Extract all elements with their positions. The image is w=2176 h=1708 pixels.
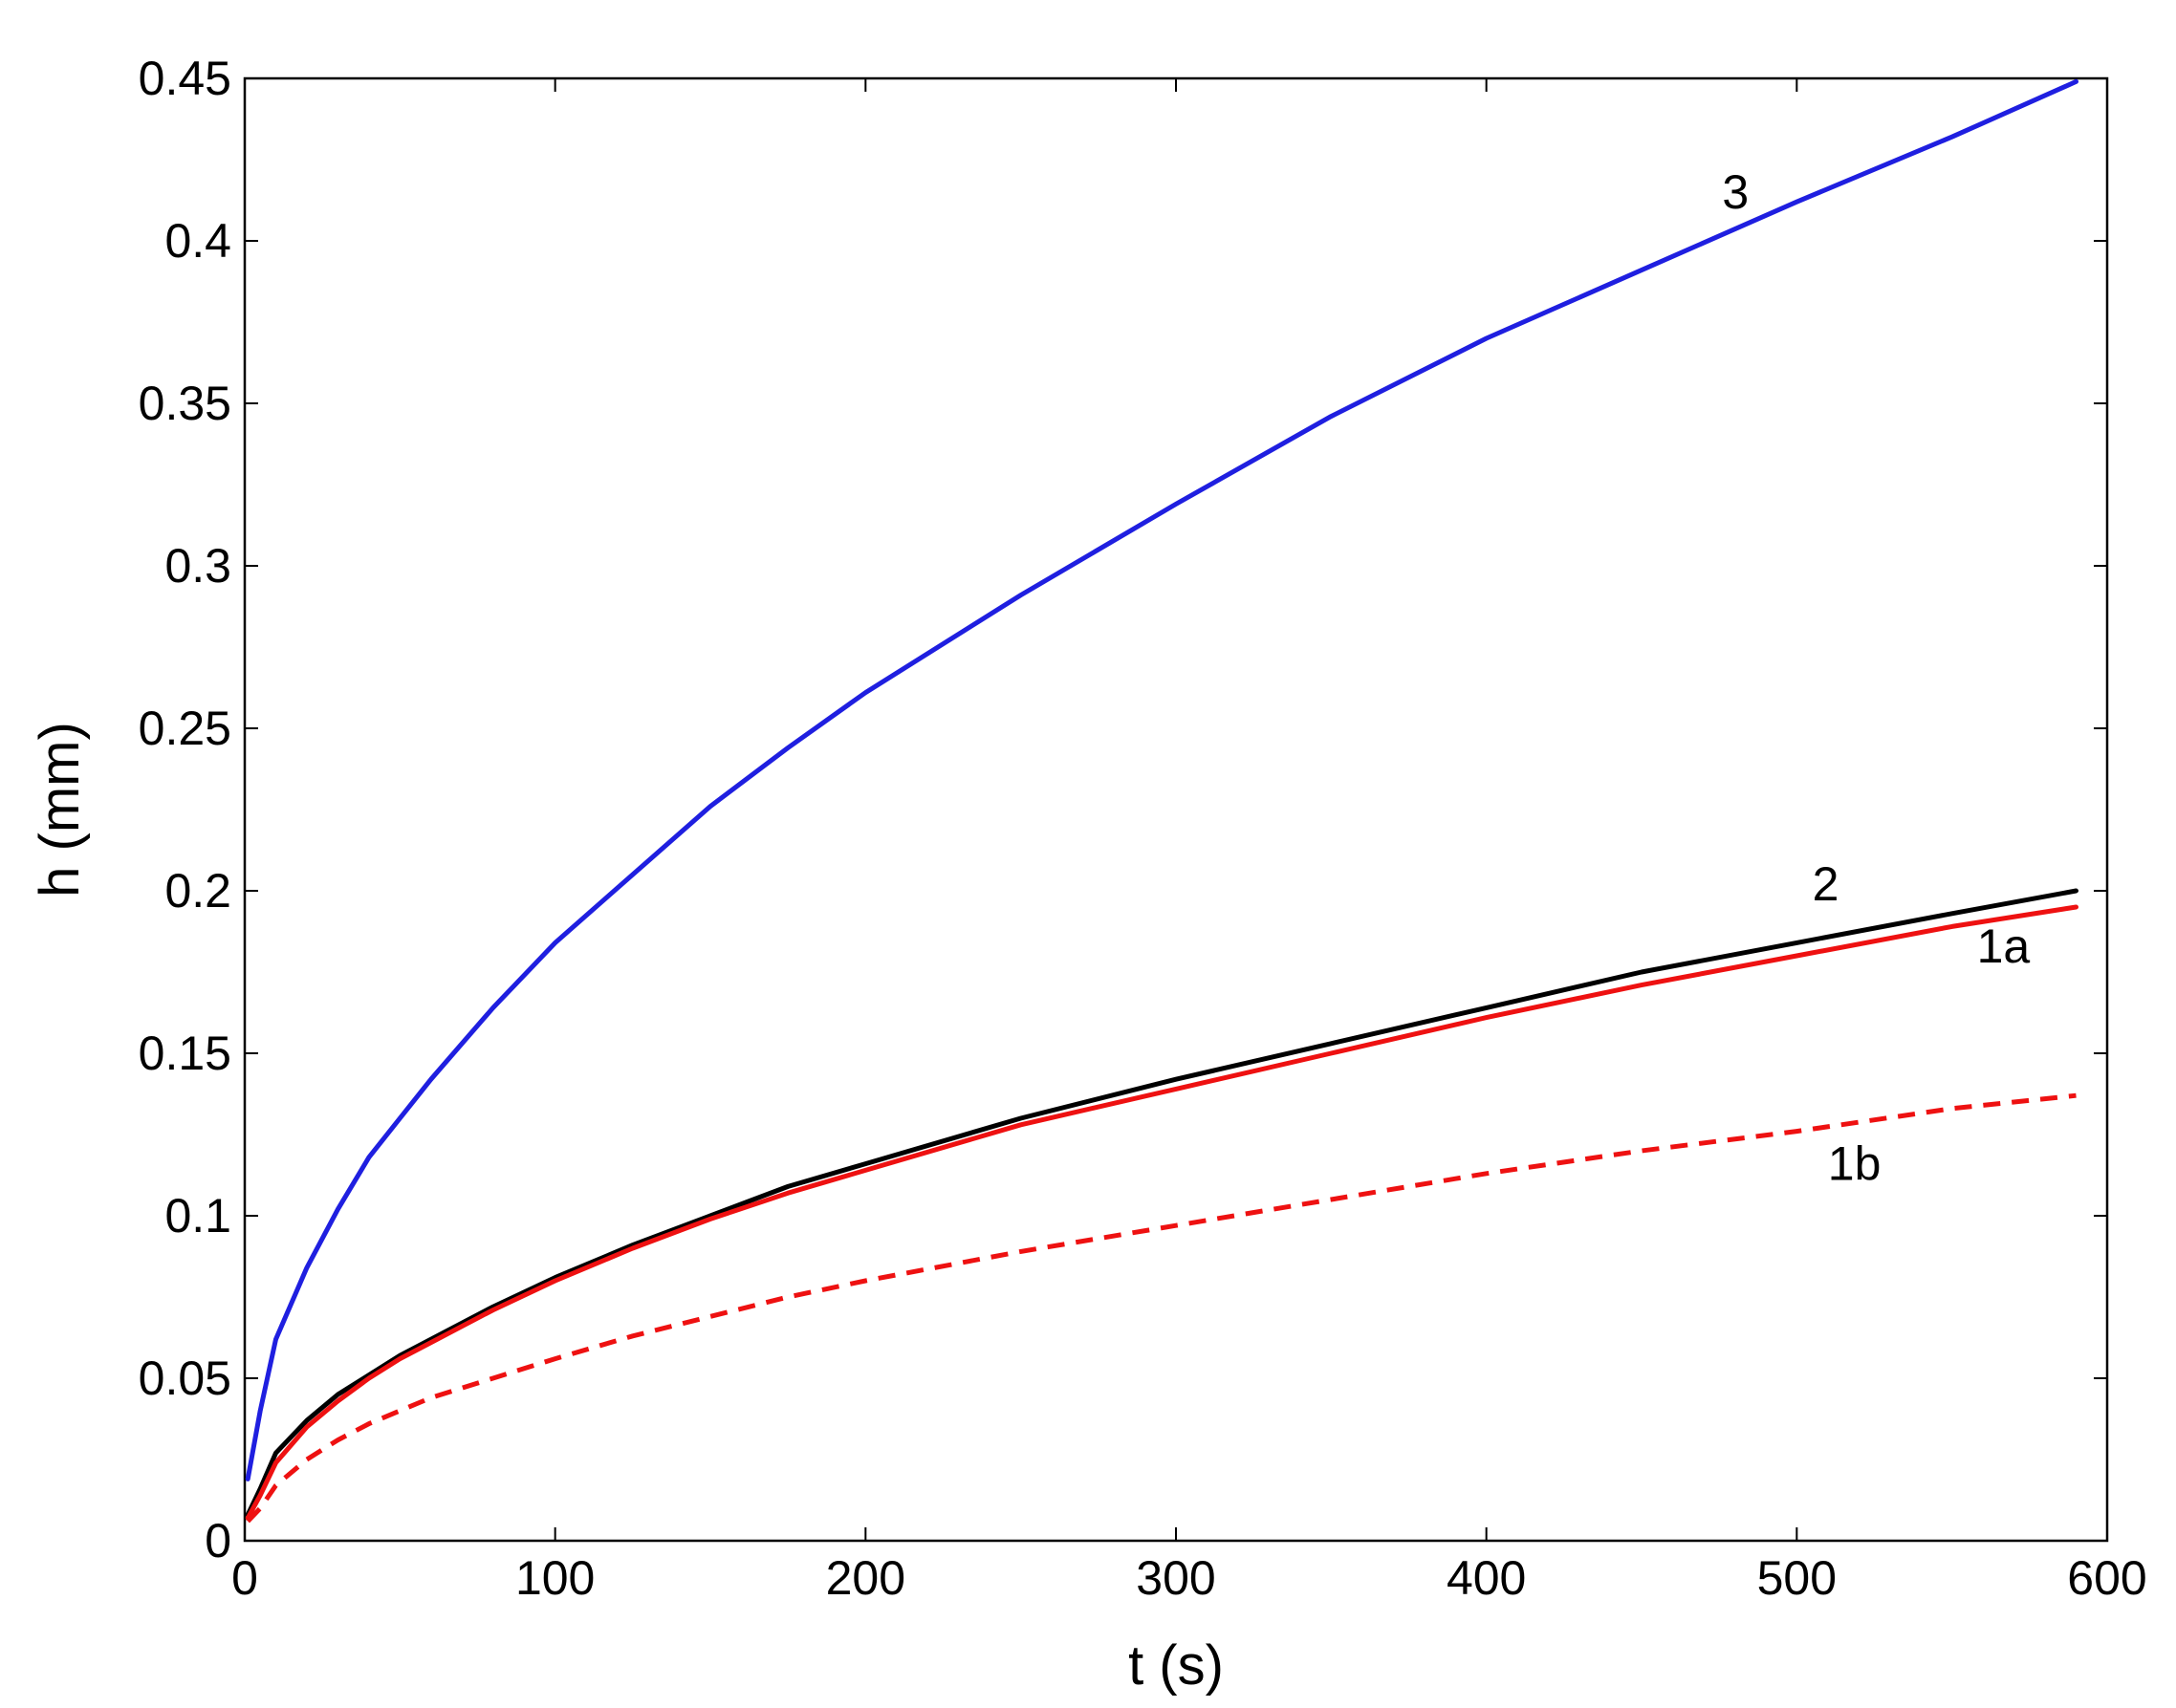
y-tick-label: 0.45	[139, 52, 231, 105]
x-tick-label: 500	[1757, 1551, 1837, 1605]
y-tick-label: 0.05	[139, 1351, 231, 1405]
y-tick-label: 0.35	[139, 377, 231, 430]
x-tick-label: 100	[515, 1551, 595, 1605]
x-axis-title: t (s)	[1128, 1634, 1224, 1697]
curve-2-label: 2	[1813, 857, 1839, 911]
series-group	[245, 78, 2078, 1524]
x-axis: 0 100 200 300 400 500 600	[231, 78, 2147, 1605]
y-axis-title: h (mm)	[29, 722, 91, 897]
curve-labels: 3 2 1a 1b	[1722, 165, 2030, 1191]
y-tick-label: 0.25	[139, 702, 231, 755]
curve-3-line	[245, 78, 2078, 1481]
x-tick-label: 400	[1447, 1551, 1526, 1605]
curve-2-line	[245, 888, 2078, 1518]
y-tick-label: 0.4	[164, 214, 231, 268]
x-tick-label: 600	[2067, 1551, 2146, 1605]
y-tick-label: 0	[205, 1514, 231, 1567]
curve-1b-label: 1b	[1828, 1137, 1882, 1191]
y-tick-label: 0.3	[164, 539, 231, 593]
y-tick-label: 0.15	[139, 1027, 231, 1080]
y-axis: 0 0.05 0.1 0.15 0.2 0.25 0.3 0.35 0.4 0.45	[139, 52, 2107, 1567]
x-tick-label: 0	[231, 1551, 258, 1605]
curve-1b-line	[246, 1092, 2077, 1524]
curve-1a-line	[245, 904, 2078, 1521]
x-tick-label: 300	[1136, 1551, 1215, 1605]
x-tick-label: 200	[826, 1551, 905, 1605]
y-tick-label: 0.1	[164, 1189, 231, 1243]
curve-1a-label: 1a	[1977, 919, 2031, 973]
curve-3-label: 3	[1722, 165, 1749, 219]
y-tick-label: 0.2	[164, 864, 231, 918]
